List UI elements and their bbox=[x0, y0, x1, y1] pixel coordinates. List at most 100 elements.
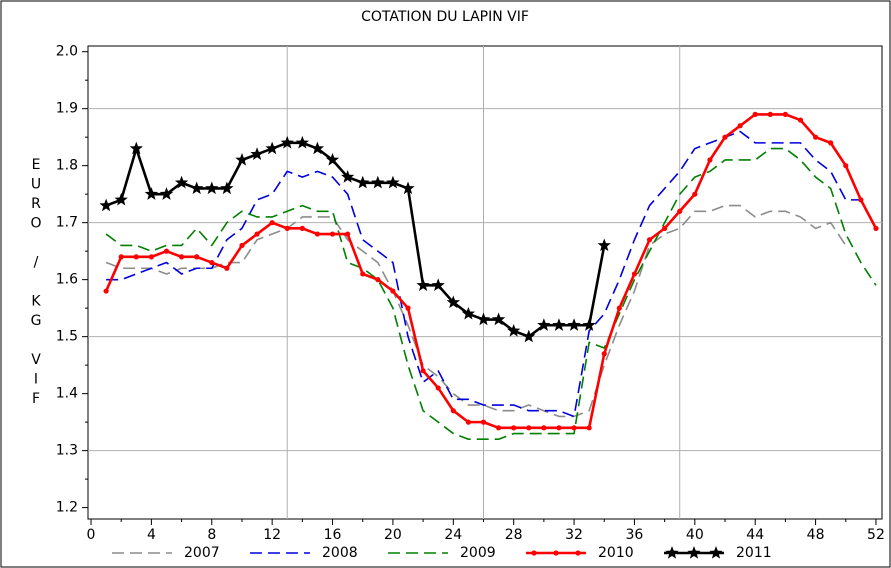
x-tick-label: 20 bbox=[384, 527, 402, 543]
marker bbox=[843, 163, 849, 169]
marker bbox=[465, 419, 471, 425]
marker bbox=[224, 265, 230, 271]
marker bbox=[601, 351, 607, 357]
y-tick-label: 2.0 bbox=[56, 44, 78, 60]
marker bbox=[269, 220, 275, 226]
chart-title: COTATION DU LAPIN VIF bbox=[361, 9, 529, 25]
marker bbox=[284, 225, 290, 231]
marker bbox=[144, 187, 159, 200]
marker bbox=[858, 197, 864, 203]
marker bbox=[220, 181, 234, 195]
marker bbox=[575, 550, 581, 556]
marker bbox=[375, 277, 381, 283]
marker bbox=[571, 425, 577, 431]
x-tick-label: 12 bbox=[263, 527, 281, 543]
series-line bbox=[106, 130, 861, 418]
marker bbox=[194, 254, 200, 260]
marker bbox=[250, 147, 264, 160]
marker bbox=[752, 111, 758, 117]
marker bbox=[239, 242, 245, 249]
legend-label: 2011 bbox=[736, 545, 772, 561]
marker bbox=[828, 140, 834, 146]
marker bbox=[687, 546, 701, 559]
marker bbox=[767, 111, 773, 117]
x-tick-label: 44 bbox=[746, 527, 764, 543]
x-tick-label: 24 bbox=[444, 527, 462, 543]
marker bbox=[677, 208, 683, 214]
legend-label: 2009 bbox=[460, 545, 496, 561]
marker bbox=[314, 231, 321, 237]
series-line bbox=[104, 113, 878, 430]
marker bbox=[522, 329, 536, 343]
marker bbox=[737, 123, 743, 129]
y-tick-label: 1.8 bbox=[56, 158, 78, 174]
marker bbox=[129, 141, 143, 155]
y-tick-label: 1.7 bbox=[56, 215, 78, 231]
marker bbox=[118, 254, 124, 260]
legend-label: 2010 bbox=[598, 545, 634, 561]
marker bbox=[537, 318, 551, 331]
y-tick-label: 1.4 bbox=[56, 386, 78, 402]
marker bbox=[345, 231, 351, 237]
x-tick-label: 16 bbox=[324, 527, 342, 543]
marker bbox=[707, 157, 713, 163]
y-tick-label: 1.9 bbox=[56, 101, 78, 117]
marker bbox=[356, 175, 370, 189]
legend-label: 2007 bbox=[184, 545, 220, 561]
marker bbox=[148, 254, 154, 260]
marker bbox=[709, 546, 723, 559]
marker bbox=[446, 295, 460, 309]
marker bbox=[586, 425, 592, 431]
marker bbox=[329, 231, 336, 237]
marker bbox=[646, 237, 653, 243]
marker bbox=[209, 259, 215, 266]
marker bbox=[99, 198, 113, 212]
marker bbox=[507, 323, 521, 337]
x-tick-label: 40 bbox=[686, 527, 704, 543]
marker bbox=[582, 318, 596, 331]
marker bbox=[450, 408, 456, 414]
marker bbox=[371, 175, 385, 189]
marker bbox=[114, 192, 128, 206]
marker bbox=[235, 152, 249, 166]
marker bbox=[265, 141, 279, 155]
marker bbox=[461, 306, 476, 320]
marker bbox=[133, 254, 139, 260]
marker bbox=[480, 419, 487, 425]
marker bbox=[495, 425, 502, 431]
marker bbox=[386, 175, 400, 189]
marker bbox=[360, 271, 366, 277]
marker bbox=[431, 278, 445, 292]
x-tick-label: 36 bbox=[626, 527, 644, 543]
marker bbox=[190, 181, 204, 195]
marker bbox=[405, 305, 411, 311]
series-line bbox=[105, 147, 877, 441]
marker bbox=[280, 135, 294, 149]
marker bbox=[692, 191, 698, 197]
x-tick-label: 52 bbox=[867, 527, 885, 543]
x-tick-label: 28 bbox=[505, 527, 523, 543]
y-tick-label: 1.5 bbox=[56, 329, 78, 345]
x-tick-label: 4 bbox=[147, 527, 156, 543]
marker bbox=[295, 135, 310, 149]
x-tick-label: 0 bbox=[87, 527, 96, 543]
marker bbox=[797, 117, 804, 123]
marker bbox=[420, 368, 426, 374]
marker bbox=[616, 305, 622, 311]
marker bbox=[722, 134, 728, 140]
marker bbox=[254, 231, 260, 237]
marker bbox=[178, 254, 185, 260]
marker bbox=[812, 134, 819, 140]
marker bbox=[631, 271, 638, 277]
marker bbox=[390, 288, 396, 294]
marker bbox=[553, 550, 559, 556]
marker bbox=[205, 181, 219, 195]
marker bbox=[401, 181, 415, 195]
y-tick-label: 1.6 bbox=[56, 272, 78, 288]
marker bbox=[511, 425, 517, 431]
marker bbox=[526, 425, 532, 431]
marker bbox=[174, 175, 189, 189]
